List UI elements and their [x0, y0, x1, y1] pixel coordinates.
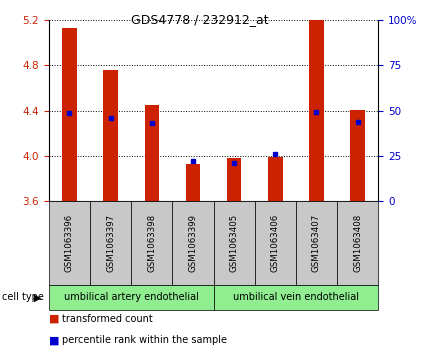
Bar — [227, 158, 241, 201]
Bar — [268, 157, 283, 201]
Text: GDS4778 / 232912_at: GDS4778 / 232912_at — [131, 13, 269, 26]
Text: GSM1063398: GSM1063398 — [147, 214, 156, 272]
Text: transformed count: transformed count — [62, 314, 153, 324]
Text: ■: ■ — [49, 335, 60, 346]
Bar — [103, 70, 118, 201]
Text: GSM1063405: GSM1063405 — [230, 214, 239, 272]
Text: percentile rank within the sample: percentile rank within the sample — [62, 335, 227, 346]
Text: GSM1063399: GSM1063399 — [188, 214, 198, 272]
Text: GSM1063396: GSM1063396 — [65, 214, 74, 272]
Text: ■: ■ — [49, 314, 60, 324]
Text: ▶: ▶ — [34, 292, 42, 302]
Bar — [186, 164, 200, 201]
Text: GSM1063407: GSM1063407 — [312, 214, 321, 272]
Text: umbilical vein endothelial: umbilical vein endothelial — [233, 292, 359, 302]
Text: umbilical artery endothelial: umbilical artery endothelial — [64, 292, 198, 302]
Bar — [309, 19, 324, 201]
Text: GSM1063397: GSM1063397 — [106, 214, 115, 272]
Text: cell type: cell type — [2, 292, 44, 302]
Text: GSM1063406: GSM1063406 — [271, 214, 280, 272]
Bar — [144, 105, 159, 201]
Text: GSM1063408: GSM1063408 — [353, 214, 362, 272]
Bar — [351, 110, 365, 201]
Bar — [62, 28, 76, 201]
